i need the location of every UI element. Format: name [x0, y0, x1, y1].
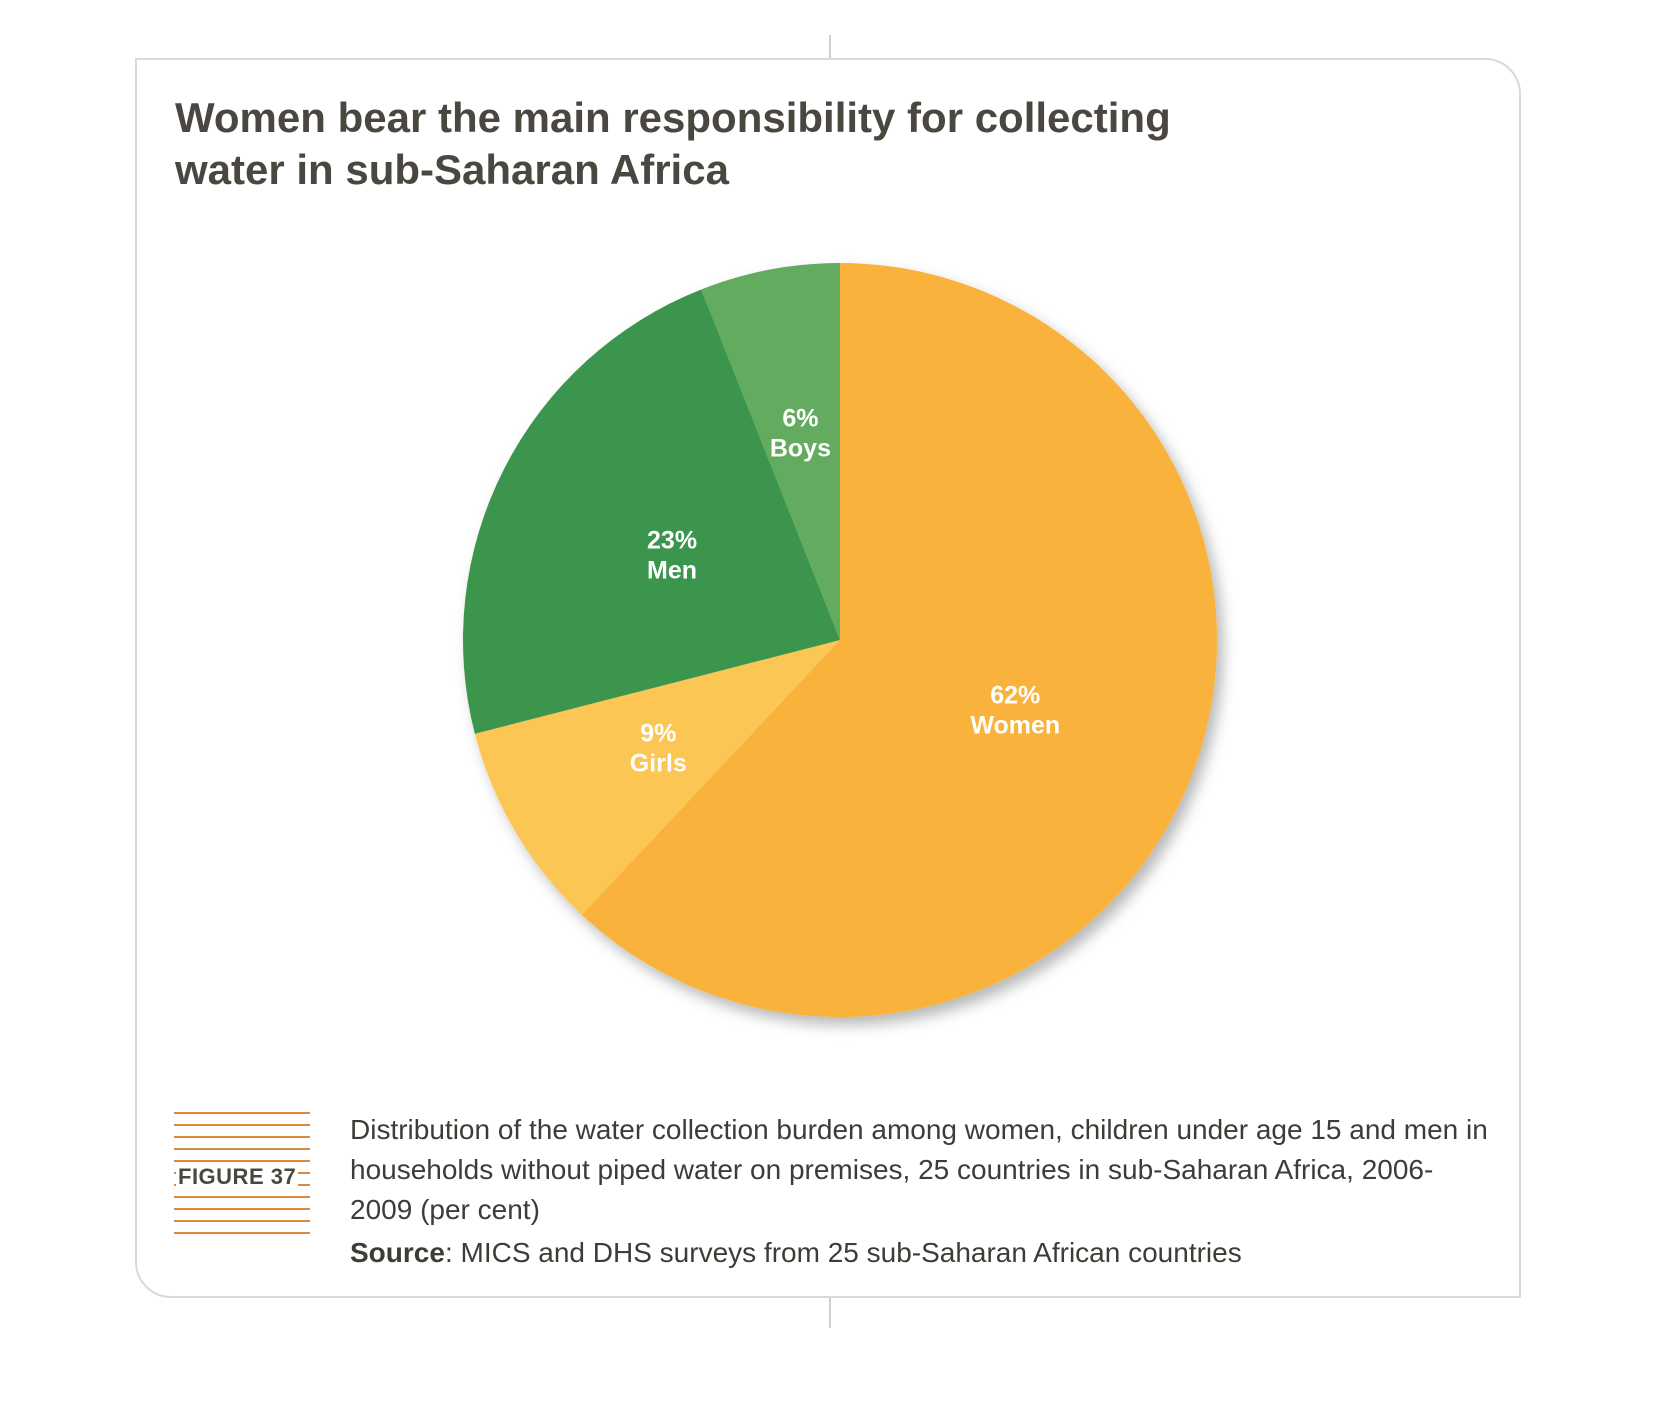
figure-caption: Distribution of the water collection bur… [350, 1114, 1488, 1225]
figure-number-label: FIGURE 37 [176, 1164, 299, 1190]
slice-value-label-men: 23% [647, 526, 697, 554]
figure-line [174, 1136, 310, 1138]
slice-value-label-women: 62% [990, 681, 1040, 709]
slice-name-label-boys: Boys [770, 435, 831, 463]
pie-labels: 62%Women 9%Girls 23%Men 6%Boys [630, 405, 1060, 778]
figure-line [174, 1208, 310, 1210]
figure-line [174, 1160, 310, 1162]
figure-line [174, 1232, 310, 1234]
chart-title-line-2: water in sub-Saharan Africa [175, 146, 729, 193]
figure-line [174, 1148, 310, 1150]
figure-line [174, 1220, 310, 1222]
pie-slice-men [462, 289, 840, 734]
figure-line [174, 1124, 310, 1126]
crop-mark-bottom [829, 1298, 831, 1328]
crop-mark-top [829, 35, 831, 59]
source-label: Source [350, 1237, 445, 1268]
chart-title-line-1: Women bear the main responsibility for c… [175, 94, 1171, 141]
slice-name-label-men: Men [647, 556, 697, 584]
figure-line [174, 1196, 310, 1198]
chart-title: Women bear the main responsibility for c… [175, 92, 1375, 196]
pie-slices [462, 263, 1217, 1017]
figure-source: Source: MICS and DHS surveys from 25 sub… [350, 1233, 1490, 1273]
figure-line [174, 1112, 310, 1114]
pie-slice-women [581, 263, 1217, 1017]
pie-chart: 62%Women 9%Girls 23%Men 6%Boys [462, 263, 1217, 1017]
pie-slice-boys [701, 263, 840, 640]
slice-value-label-boys: 6% [782, 405, 818, 433]
slice-value-label-girls: 9% [640, 719, 676, 747]
slice-name-label-women: Women [970, 711, 1060, 739]
pie-slice-girls [474, 640, 840, 915]
slice-name-label-girls: Girls [630, 749, 687, 777]
source-text: : MICS and DHS surveys from 25 sub-Sahar… [444, 1237, 1242, 1268]
